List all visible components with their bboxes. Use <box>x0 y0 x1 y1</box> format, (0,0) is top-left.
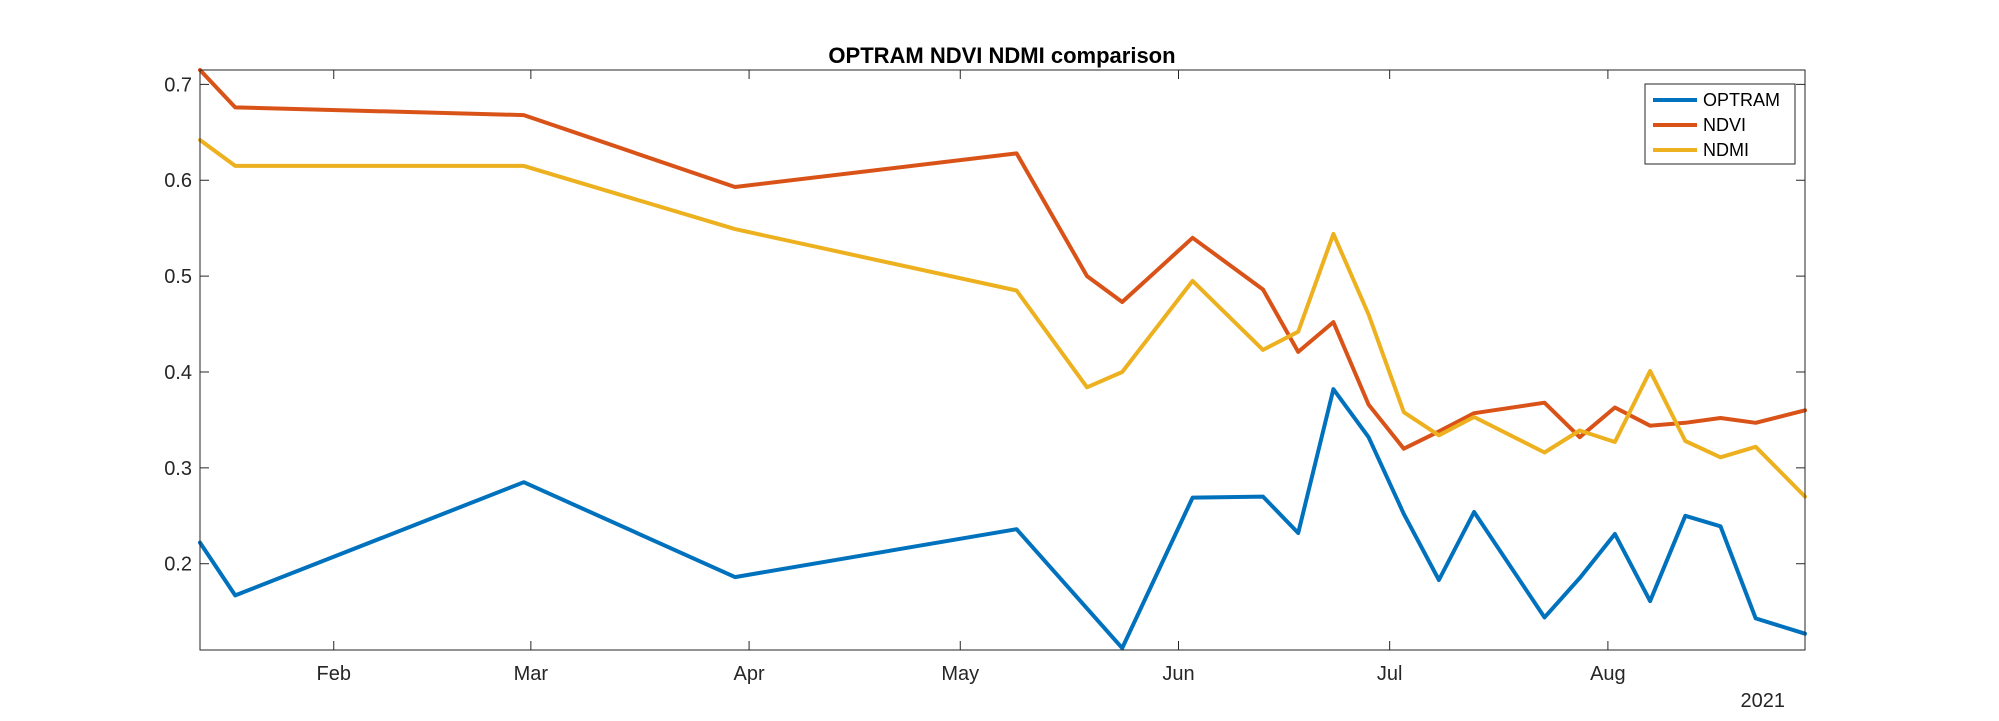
x-axis-year-label: 2021 <box>1741 690 1786 712</box>
series-line-ndvi <box>198 68 1807 451</box>
x-tick-label: Feb <box>317 663 351 685</box>
legend-label-optram: OPTRAM <box>1703 90 1780 110</box>
y-tick-label: 0.5 <box>164 266 192 288</box>
axes-box <box>199 69 1806 651</box>
y-tick-label: 0.3 <box>164 458 192 480</box>
series-layer <box>198 68 1807 651</box>
x-tick-label: Apr <box>734 663 765 685</box>
x-tick-label: Aug <box>1590 663 1626 685</box>
axes-layer: 0.2 0.3 0.4 0.5 0.6 0.7 Feb Mar Apr May Jun Jul Aug <box>164 69 1806 685</box>
series-line-optram <box>198 387 1807 651</box>
x-tick-label: May <box>941 663 979 685</box>
x-tick-label: Jul <box>1377 663 1403 685</box>
x-tick-label: Jun <box>1162 663 1194 685</box>
series-line-ndmi <box>198 138 1807 499</box>
y-tick-label: 0.6 <box>164 170 192 192</box>
y-tick-label: 0.2 <box>164 554 192 576</box>
y-tick-label: 0.7 <box>164 74 192 96</box>
legend-label-ndvi: NDVI <box>1703 115 1746 135</box>
legend: OPTRAM NDVI NDMI <box>1644 83 1796 165</box>
legend-label-ndmi: NDMI <box>1703 140 1749 160</box>
y-tick-label: 0.4 <box>164 362 192 384</box>
x-tick-label: Mar <box>514 663 549 685</box>
chart-title: OPTRAM NDVI NDMI comparison <box>828 43 1175 68</box>
